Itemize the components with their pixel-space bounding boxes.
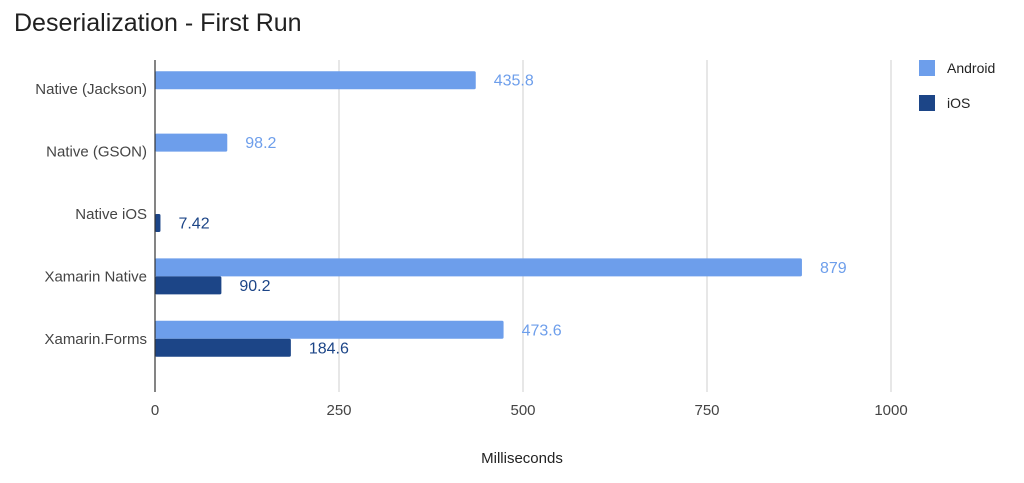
legend-swatch — [919, 60, 935, 76]
category-label: Native iOS — [75, 206, 147, 223]
bar-ios — [155, 214, 161, 232]
data-label: 473.6 — [522, 322, 562, 339]
data-label: 90.2 — [239, 278, 270, 295]
category-label: Xamarin Native — [44, 268, 147, 285]
bar-ios — [155, 338, 291, 357]
bar-android — [155, 258, 802, 277]
grid-lines — [338, 60, 892, 392]
bar-android — [155, 320, 504, 339]
category-label: Native (GSON) — [46, 144, 147, 161]
category-labels: Native (Jackson) Native (GSON) Native iOS X… — [35, 81, 147, 348]
data-label: 98.2 — [245, 135, 276, 152]
bar-android — [155, 133, 228, 152]
category-label: Xamarin.Forms — [44, 331, 147, 348]
bar-android — [155, 71, 476, 90]
chart-title: Deserialization - First Run — [14, 9, 302, 37]
bars: 435.8 98.2 7.42 879 90.2 473.6 184.6 — [155, 71, 847, 357]
x-axis-label: Milliseconds — [481, 450, 563, 467]
x-tick-label: 500 — [510, 402, 535, 419]
legend-swatch — [919, 95, 935, 111]
data-label: 879 — [820, 260, 847, 277]
x-tick-label: 1000 — [874, 402, 907, 419]
x-tick-label: 750 — [694, 402, 719, 419]
x-tick-label: 250 — [326, 402, 351, 419]
legend: Android iOS — [919, 60, 995, 111]
legend-label: Android — [947, 60, 995, 76]
x-tick-labels: 0 250 500 750 1000 — [151, 402, 908, 419]
data-label: 184.6 — [309, 340, 349, 357]
data-label: 435.8 — [494, 73, 534, 90]
legend-label: iOS — [947, 95, 970, 111]
category-label: Native (Jackson) — [35, 81, 147, 98]
bar-ios — [155, 276, 222, 295]
data-label: 7.42 — [178, 216, 209, 233]
x-tick-label: 0 — [151, 402, 159, 419]
